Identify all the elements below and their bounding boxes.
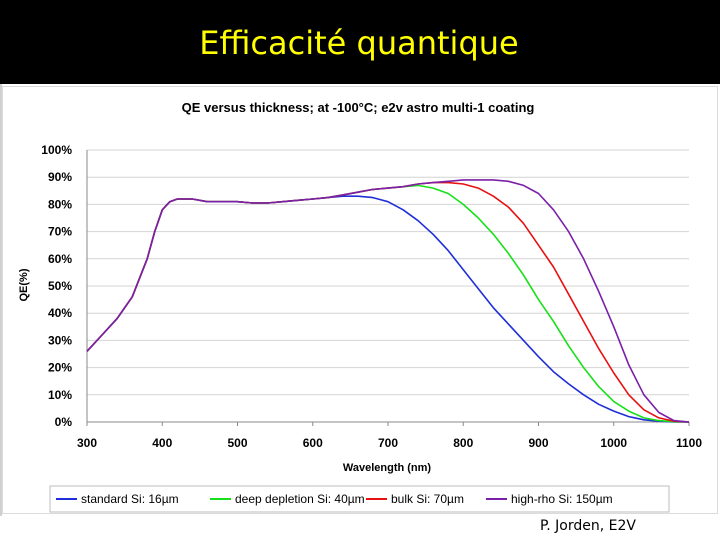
series-line-1 <box>86 195 689 423</box>
y-tick-label-80: 80% <box>48 197 72 211</box>
y-tick-label-0: 0% <box>55 415 73 429</box>
x-tick-label-700: 700 <box>378 436 398 450</box>
x-tick-label-400: 400 <box>152 436 172 450</box>
slide-title-text: Efficacité quantique <box>199 24 519 62</box>
x-tick-label-800: 800 <box>453 436 473 450</box>
y-tick-label-40: 40% <box>48 306 72 320</box>
legend: standard Si: 16µm deep depletion Si: 40µm… <box>49 485 670 513</box>
x-tick-label-300: 300 <box>77 436 97 450</box>
chart-title: QE versus thickness; at -100°C; e2v astr… <box>182 100 535 115</box>
y-tick-label-90: 90% <box>48 170 72 184</box>
qe-chart: QE versus thickness; at -100°C; e2v astr… <box>18 100 702 513</box>
left-border <box>0 84 2 516</box>
series-line-2 <box>86 184 690 423</box>
y-tick-label-20: 20% <box>48 361 72 375</box>
legend-label-1: standard Si: 16µm <box>81 492 179 506</box>
y-tick-label-30: 30% <box>48 333 72 347</box>
y-axis-title: QE(%) <box>18 268 30 301</box>
x-tick-label-1100: 1100 <box>676 436 702 450</box>
y-tick-label-70: 70% <box>48 225 72 239</box>
x-axis-title: Wavelength (nm) <box>343 462 432 474</box>
series-line-4 <box>86 179 690 423</box>
legend-label-3: bulk Si: 70µm <box>391 492 464 506</box>
chart-frame <box>2 86 718 514</box>
y-tick-label-10: 10% <box>48 388 72 402</box>
credit: P. Jorden, E2V <box>540 518 636 534</box>
y-tick-labels: 0% 10% 20% 30% 40% 50% 60% 70% 80% 90% 100% <box>41 143 72 429</box>
x-tick-label-600: 600 <box>303 436 323 450</box>
slide-title: Efficacité quantique <box>0 24 720 62</box>
grid <box>87 149 689 396</box>
x-tick-label-500: 500 <box>227 436 247 450</box>
legend-box <box>49 485 670 513</box>
x-tick-label-900: 900 <box>528 436 548 450</box>
y-tick-label-50: 50% <box>48 279 72 293</box>
x-tick-label-1000: 1000 <box>600 436 627 450</box>
legend-label-2: deep depletion Si: 40µm <box>235 492 365 506</box>
y-tick-label-100: 100% <box>41 143 72 157</box>
series-group <box>86 179 690 423</box>
axes <box>86 150 690 426</box>
x-tick-labels: 300 400 500 600 700 800 900 1000 1100 <box>77 436 702 450</box>
legend-label-4: high-rho Si: 150µm <box>511 492 613 506</box>
y-tick-label-60: 60% <box>48 252 72 266</box>
title-bar: Efficacité quantique <box>0 0 720 84</box>
